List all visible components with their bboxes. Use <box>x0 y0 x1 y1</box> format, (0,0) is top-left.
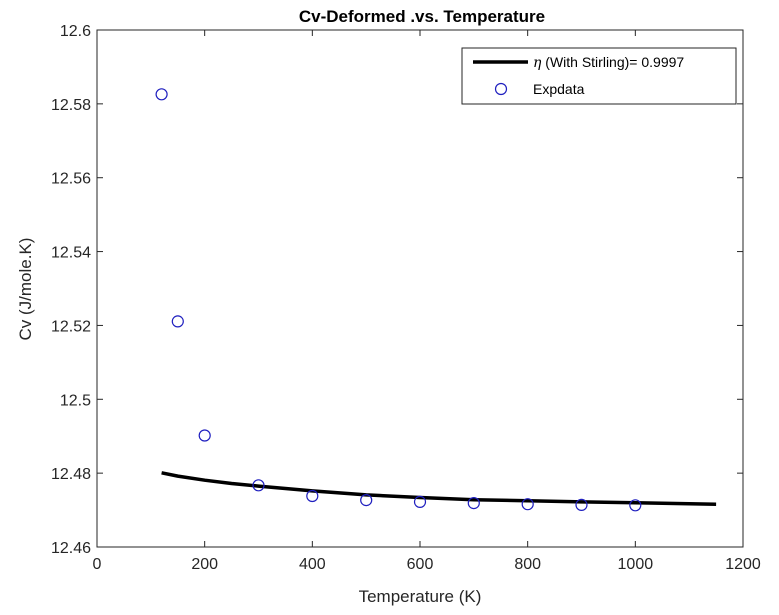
x-axis-ticks: 0 200 400 600 800 1000 1200 <box>93 30 761 573</box>
x-tick-label: 0 <box>93 556 102 573</box>
x-tick-label: 400 <box>299 556 326 573</box>
expdata-point <box>575 498 588 511</box>
legend-box <box>461 47 737 105</box>
x-tick-label: 800 <box>514 556 541 573</box>
expdata-point <box>629 499 642 512</box>
expdata-point <box>155 88 168 101</box>
series-layer <box>155 88 717 512</box>
legend-entry-model: η (With Stirling)= 0.9997 <box>533 54 684 71</box>
y-axis-label: Cv (J/mole.K) <box>16 238 35 341</box>
axes-box <box>96 29 744 548</box>
x-axis-label: Temperature (K) <box>359 587 482 606</box>
x-tick-label: 200 <box>191 556 218 573</box>
y-tick-label: 12.48 <box>51 466 91 483</box>
y-tick-label: 12.46 <box>51 540 91 557</box>
y-tick-label: 12.5 <box>60 392 91 409</box>
y-tick-label: 12.54 <box>51 245 91 262</box>
expdata-point <box>198 429 211 442</box>
legend-entry-expdata: Expdata <box>533 81 585 97</box>
y-tick-label: 12.6 <box>60 23 91 40</box>
series-line-model <box>161 471 717 506</box>
legend-marker-sample <box>494 82 508 96</box>
expdata-point <box>413 495 427 508</box>
expdata-point <box>521 498 534 511</box>
expdata-point <box>306 489 319 503</box>
x-tick-label: 1000 <box>618 556 654 573</box>
chart-title: Cv-Deformed .vs. Temperature <box>299 7 545 26</box>
x-tick-label: 1200 <box>725 556 761 573</box>
y-tick-label: 12.56 <box>51 171 91 188</box>
legend-eta-symbol: η <box>533 55 542 71</box>
expdata-point <box>360 494 373 507</box>
y-axis-ticks: 12.46 12.48 12.5 12.52 12.54 12.56 12.58 12.6 <box>51 23 743 557</box>
legend: η (With Stirling)= 0.9997 Expdata <box>461 47 737 105</box>
y-tick-label: 12.52 <box>51 318 91 335</box>
expdata-point <box>252 479 265 492</box>
expdata-point <box>171 315 184 328</box>
x-tick-label: 600 <box>407 556 434 573</box>
expdata-point <box>467 497 480 510</box>
legend-model-text: (With Stirling)= 0.9997 <box>541 54 684 70</box>
plot-area <box>96 29 744 548</box>
y-tick-label: 12.58 <box>51 97 91 114</box>
